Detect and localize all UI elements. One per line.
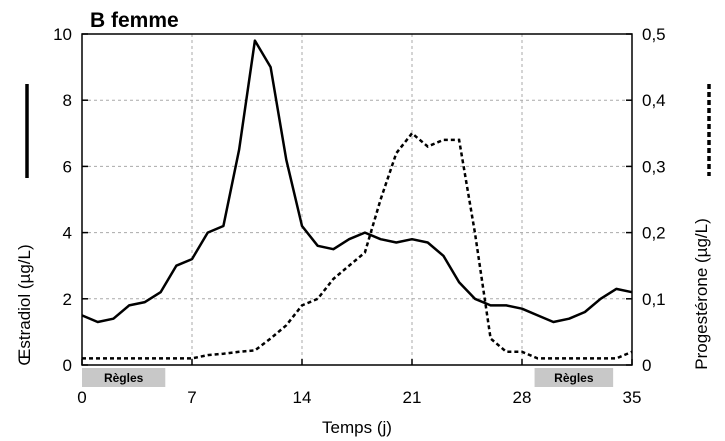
- x-tick-label: 28: [513, 388, 532, 407]
- period-label: Règles: [104, 371, 144, 385]
- x-tick-label: 7: [187, 388, 196, 407]
- y-tick-label-right: 0,5: [642, 25, 666, 44]
- progesterone-line: [82, 131, 633, 360]
- x-tick-label: 35: [623, 388, 642, 407]
- series-lines: [81, 39, 633, 360]
- grid-lines: [82, 34, 632, 365]
- plot-frame: [81, 33, 633, 366]
- y-tick-label-left: 6: [63, 157, 72, 176]
- y-tick-label-right: 0,2: [642, 224, 666, 243]
- y-tick-label-right: 0,3: [642, 157, 666, 176]
- legend-marks: [25, 84, 711, 178]
- x-tick-label: 14: [293, 388, 312, 407]
- y-tick-label-right: 0,4: [642, 91, 666, 110]
- y-tick-label-left: 4: [63, 224, 72, 243]
- axes: [81, 33, 633, 366]
- y-tick-label-left: 0: [63, 356, 72, 375]
- y-tick-label-right: 0: [642, 356, 651, 375]
- y-axis-left-title: Œstradiol (µg/L): [15, 244, 34, 365]
- y-tick-label-left: 10: [53, 25, 72, 44]
- period-bar: [82, 368, 166, 387]
- chart-title: B femme: [90, 9, 179, 32]
- period-bar: [534, 368, 614, 387]
- y-tick-label-right: 0,1: [642, 290, 666, 309]
- x-tick-label: 21: [403, 388, 422, 407]
- x-axis-title: Temps (j): [322, 418, 392, 437]
- y-axis-right-title: Progestérone (µg/L): [692, 218, 711, 370]
- period-label: Règles: [554, 371, 594, 385]
- oestradiol-line: [81, 39, 633, 324]
- y-tick-label-left: 2: [63, 290, 72, 309]
- period-bars: Règles Règles: [82, 368, 614, 387]
- x-tick-label: 0: [77, 388, 86, 407]
- y-tick-label-left: 8: [63, 91, 72, 110]
